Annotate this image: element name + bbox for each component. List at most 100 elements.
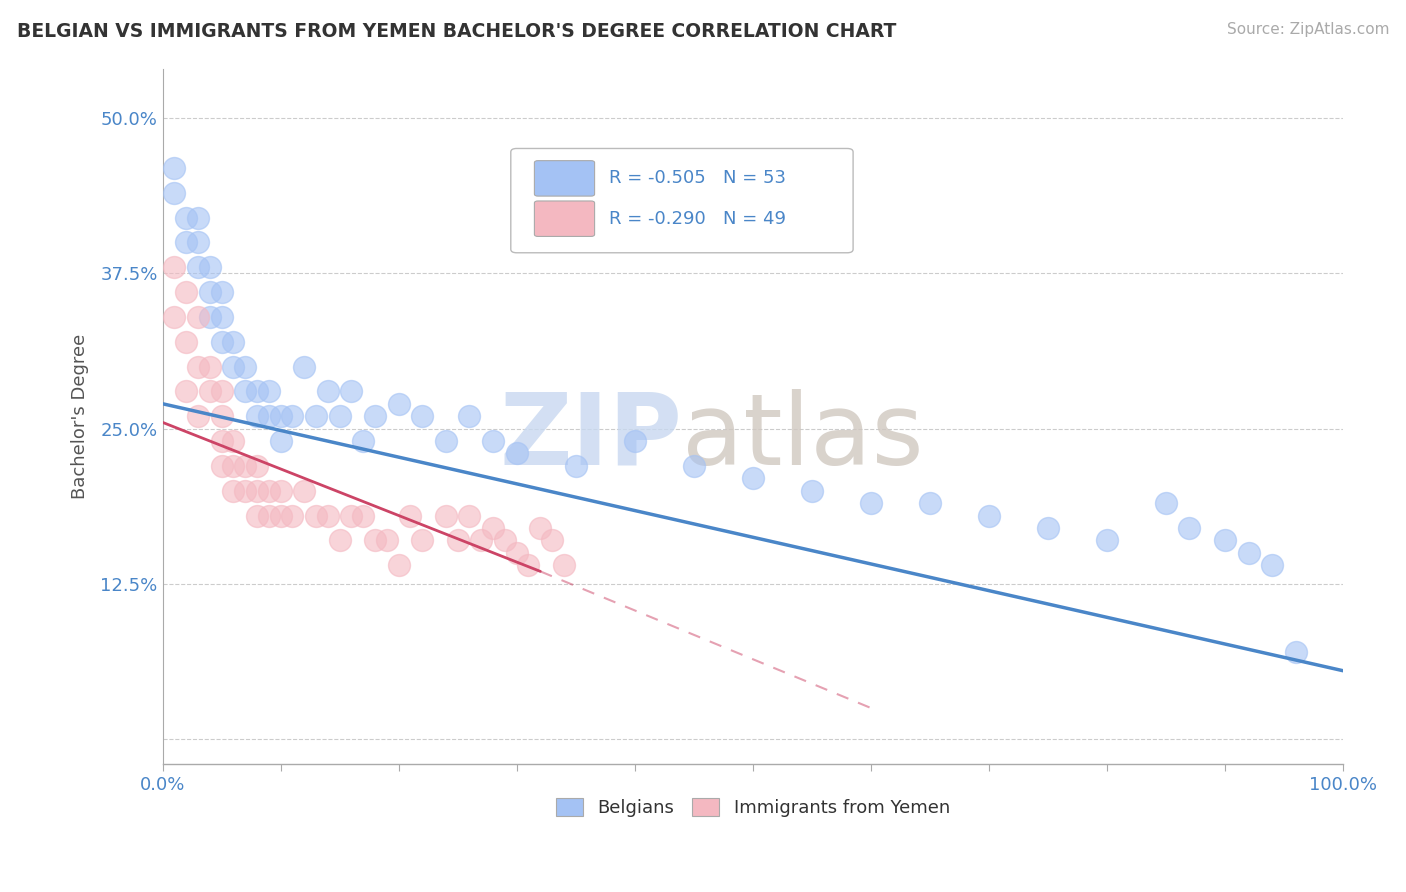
Point: [741, 471, 763, 485]
Point: [163, 186, 186, 200]
Point: [257, 508, 280, 523]
Point: [198, 359, 221, 374]
Text: ZIP: ZIP: [499, 389, 682, 485]
Point: [211, 434, 233, 448]
Point: [246, 483, 269, 498]
Point: [375, 533, 398, 548]
Point: [388, 558, 411, 573]
Point: [257, 409, 280, 424]
Point: [257, 384, 280, 399]
Point: [859, 496, 882, 510]
Point: [977, 508, 1000, 523]
Point: [564, 458, 586, 473]
Point: [222, 458, 245, 473]
Point: [1213, 533, 1236, 548]
Point: [174, 384, 197, 399]
Point: [682, 458, 704, 473]
Point: [211, 285, 233, 299]
Point: [329, 533, 352, 548]
Point: [316, 384, 339, 399]
Point: [163, 260, 186, 275]
FancyBboxPatch shape: [534, 201, 595, 236]
Point: [458, 508, 481, 523]
Point: [329, 409, 352, 424]
Point: [553, 558, 575, 573]
FancyBboxPatch shape: [510, 148, 853, 252]
Point: [1261, 558, 1284, 573]
Point: [1285, 645, 1308, 659]
Point: [447, 533, 470, 548]
Point: [529, 521, 551, 535]
Point: [800, 483, 823, 498]
Point: [174, 211, 197, 225]
Point: [211, 384, 233, 399]
Point: [174, 334, 197, 349]
Point: [174, 235, 197, 250]
Point: [411, 409, 433, 424]
Point: [222, 434, 245, 448]
Point: [198, 260, 221, 275]
Point: [623, 434, 645, 448]
Point: [1036, 521, 1059, 535]
Point: [399, 508, 422, 523]
Point: [316, 508, 339, 523]
Point: [517, 558, 540, 573]
FancyBboxPatch shape: [534, 161, 595, 196]
Point: [411, 533, 433, 548]
Point: [292, 483, 315, 498]
Point: [187, 359, 209, 374]
Point: [352, 434, 374, 448]
Point: [198, 310, 221, 324]
Point: [246, 508, 269, 523]
Point: [340, 508, 363, 523]
Point: [174, 285, 197, 299]
Point: [1095, 533, 1118, 548]
Point: [211, 334, 233, 349]
Y-axis label: Bachelor's Degree: Bachelor's Degree: [72, 334, 89, 499]
Point: [187, 260, 209, 275]
Point: [281, 409, 304, 424]
Point: [163, 161, 186, 175]
Point: [211, 310, 233, 324]
Point: [270, 508, 292, 523]
Point: [211, 458, 233, 473]
Point: [364, 533, 387, 548]
Point: [434, 434, 457, 448]
Point: [233, 359, 256, 374]
Point: [270, 483, 292, 498]
Point: [1178, 521, 1201, 535]
Text: R = -0.290   N = 49: R = -0.290 N = 49: [609, 210, 786, 227]
Point: [470, 533, 492, 548]
Point: [187, 211, 209, 225]
Point: [198, 285, 221, 299]
Text: BELGIAN VS IMMIGRANTS FROM YEMEN BACHELOR'S DEGREE CORRELATION CHART: BELGIAN VS IMMIGRANTS FROM YEMEN BACHELO…: [17, 22, 896, 41]
Point: [187, 235, 209, 250]
Point: [494, 533, 516, 548]
Point: [434, 508, 457, 523]
Text: atlas: atlas: [682, 389, 924, 485]
Point: [222, 359, 245, 374]
Point: [482, 434, 505, 448]
Point: [305, 508, 328, 523]
Point: [458, 409, 481, 424]
Point: [388, 397, 411, 411]
Legend: Belgians, Immigrants from Yemen: Belgians, Immigrants from Yemen: [548, 790, 957, 824]
Point: [222, 483, 245, 498]
Point: [246, 384, 269, 399]
Point: [257, 483, 280, 498]
Point: [292, 359, 315, 374]
Point: [163, 310, 186, 324]
Point: [187, 310, 209, 324]
Point: [505, 546, 527, 560]
Point: [305, 409, 328, 424]
Point: [352, 508, 374, 523]
Point: [270, 409, 292, 424]
Point: [364, 409, 387, 424]
Point: [1237, 546, 1260, 560]
Point: [211, 409, 233, 424]
Point: [233, 384, 256, 399]
Text: R = -0.505   N = 53: R = -0.505 N = 53: [609, 169, 786, 187]
Point: [505, 446, 527, 460]
Point: [246, 409, 269, 424]
Point: [482, 521, 505, 535]
